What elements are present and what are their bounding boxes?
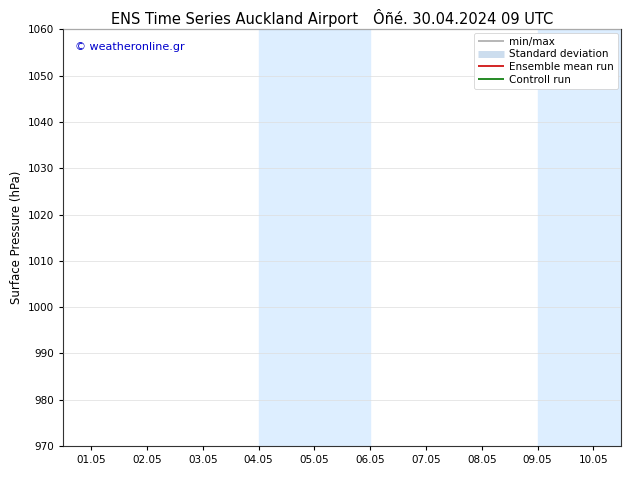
Text: Ôñé. 30.04.2024 09 UTC: Ôñé. 30.04.2024 09 UTC xyxy=(373,12,553,27)
Y-axis label: Surface Pressure (hPa): Surface Pressure (hPa) xyxy=(10,171,23,304)
Text: © weatheronline.gr: © weatheronline.gr xyxy=(75,42,184,52)
Text: ENS Time Series Auckland Airport: ENS Time Series Auckland Airport xyxy=(111,12,358,27)
Legend: min/max, Standard deviation, Ensemble mean run, Controll run: min/max, Standard deviation, Ensemble me… xyxy=(474,32,618,89)
Bar xyxy=(538,29,621,446)
Bar xyxy=(259,29,370,446)
